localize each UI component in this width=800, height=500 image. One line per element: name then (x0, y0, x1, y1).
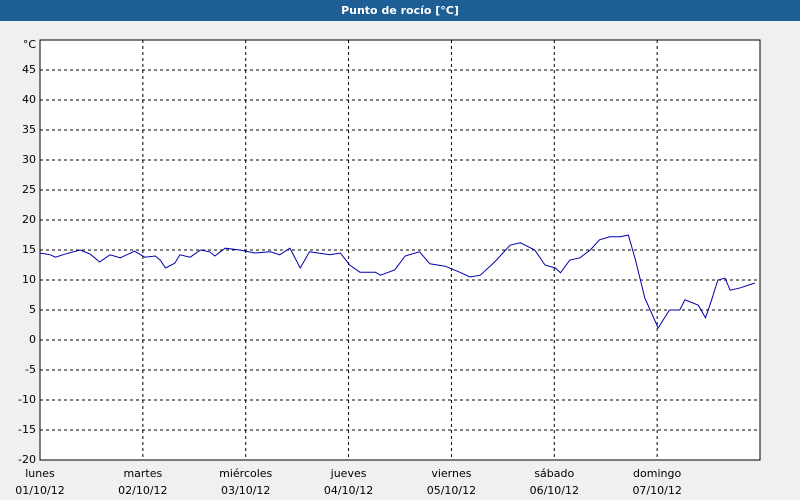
x-tick-label: sábado (534, 467, 574, 480)
y-tick-label: 25 (22, 183, 36, 196)
x-tick-label: martes (123, 467, 162, 480)
data-line (39, 234, 756, 330)
x-tick-date: 01/10/12 (15, 484, 64, 497)
x-tick-date: 06/10/12 (530, 484, 579, 497)
x-tick-date: 04/10/12 (324, 484, 373, 497)
y-tick-label: 30 (22, 153, 36, 166)
y-tick-label: 35 (22, 123, 36, 136)
y-tick-label: -10 (18, 393, 36, 406)
y-tick-label: -15 (18, 423, 36, 436)
x-tick-date: 03/10/12 (221, 484, 270, 497)
y-tick-label: 20 (22, 213, 36, 226)
x-tick-label: miércoles (219, 467, 272, 480)
y-tick-label: 10 (22, 273, 36, 286)
x-tick-date: 07/10/12 (632, 484, 681, 497)
y-tick-label: 45 (22, 63, 36, 76)
x-tick-date: 05/10/12 (427, 484, 476, 497)
x-tick-label: jueves (330, 467, 367, 480)
x-tick-date: 02/10/12 (118, 484, 167, 497)
title-bar (0, 0, 800, 21)
y-unit: °C (23, 38, 37, 51)
y-tick-label: 40 (22, 93, 36, 106)
y-tick-label: -5 (25, 363, 36, 376)
y-tick-label: -20 (18, 453, 36, 466)
x-tick-label: lunes (25, 467, 55, 480)
y-tick-label: 5 (29, 303, 36, 316)
y-tick-label: 0 (29, 333, 36, 346)
x-tick-label: domingo (633, 467, 681, 480)
y-tick-label: 15 (22, 243, 36, 256)
chart-title: Punto de rocío [°C] (341, 4, 459, 17)
x-tick-label: viernes (431, 467, 471, 480)
